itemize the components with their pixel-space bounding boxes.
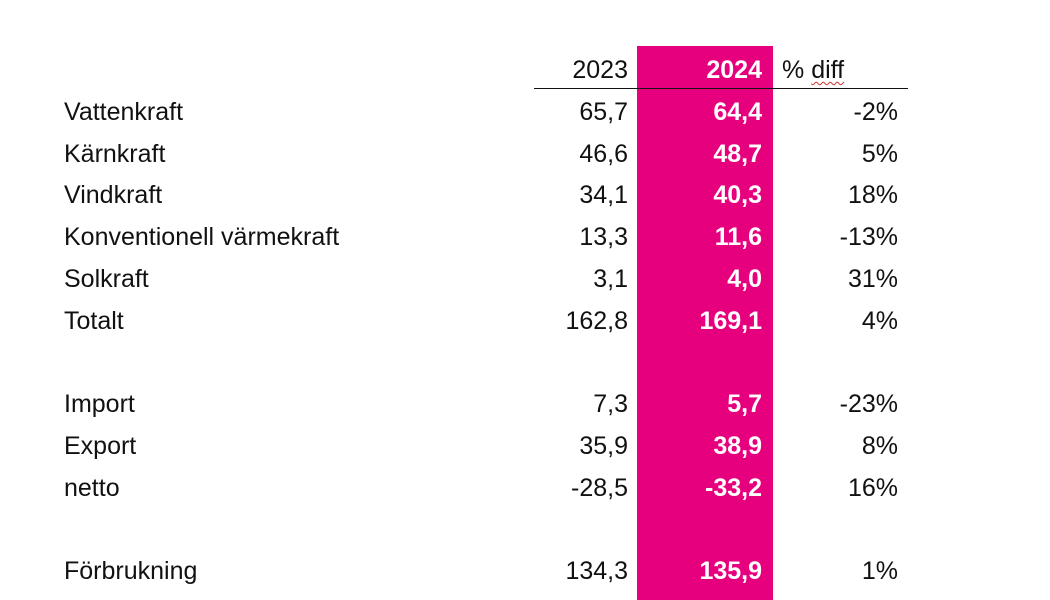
row-value-2024: -33,2 — [705, 474, 762, 502]
row-value-diff: -13% — [839, 223, 898, 251]
row-value-2023: 65,7 — [579, 98, 628, 126]
row-label-netto: netto — [64, 474, 120, 502]
row-value-diff: 18% — [847, 181, 898, 209]
row-value-diff: 16% — [847, 474, 898, 502]
row-label-import: Import — [64, 390, 135, 418]
highlighted-2024-column — [637, 46, 773, 600]
row-value-2024: 11,6 — [714, 223, 762, 251]
row-label-export: Export — [64, 432, 137, 460]
row-value-diff: 31% — [847, 265, 898, 293]
row-value-2024: 48,7 — [713, 140, 762, 168]
row-value-2023: 162,8 — [565, 307, 628, 335]
row-value-2024: 5,7 — [727, 390, 762, 418]
header-2023: 2023 — [572, 56, 628, 84]
row-label-solkraft: Solkraft — [64, 265, 149, 293]
row-value-diff: -23% — [839, 390, 898, 418]
row-value-2024: 135,9 — [699, 557, 762, 585]
row-value-2023: 46,6 — [579, 140, 628, 168]
row-label-forbrukning: Förbrukning — [64, 557, 198, 585]
header-diff-prefix: % — [782, 56, 812, 84]
row-label-vattenkraft: Vattenkraft — [64, 98, 184, 126]
row-value-2023: 134,3 — [565, 557, 628, 585]
row-value-2023: 13,3 — [579, 223, 628, 251]
cut-off-row — [64, 595, 924, 600]
row-value-2023: 3,1 — [593, 265, 628, 293]
row-value-2024: 38,9 — [713, 432, 762, 460]
row-value-diff: 8% — [861, 432, 898, 460]
header-2024: 2024 — [706, 56, 762, 84]
row-value-2023: 34,1 — [579, 181, 628, 209]
row-label-konventionell-varmekraft: Konventionell värmekraft — [64, 223, 340, 251]
header-diff: % diff — [782, 55, 844, 85]
row-label-vindkraft: Vindkraft — [64, 181, 163, 209]
row-value-2024: 40,3 — [713, 181, 762, 209]
row-value-diff: 5% — [861, 140, 898, 168]
row-value-diff: 1% — [861, 557, 898, 585]
row-label-totalt: Totalt — [64, 307, 124, 335]
row-value-diff: -2% — [853, 98, 898, 126]
row-value-diff: 4% — [861, 307, 898, 335]
header-diff-word: diff — [811, 56, 845, 84]
header-underline — [534, 88, 908, 89]
row-value-2024: 169,1 — [699, 307, 762, 335]
row-label-karnkraft: Kärnkraft — [64, 140, 166, 168]
row-value-2023: 7,3 — [593, 390, 628, 418]
row-value-2023: -28,5 — [571, 474, 628, 502]
row-value-2024: 4,0 — [727, 265, 762, 293]
row-value-2023: 35,9 — [579, 432, 628, 460]
row-value-2024: 64,4 — [713, 98, 762, 126]
